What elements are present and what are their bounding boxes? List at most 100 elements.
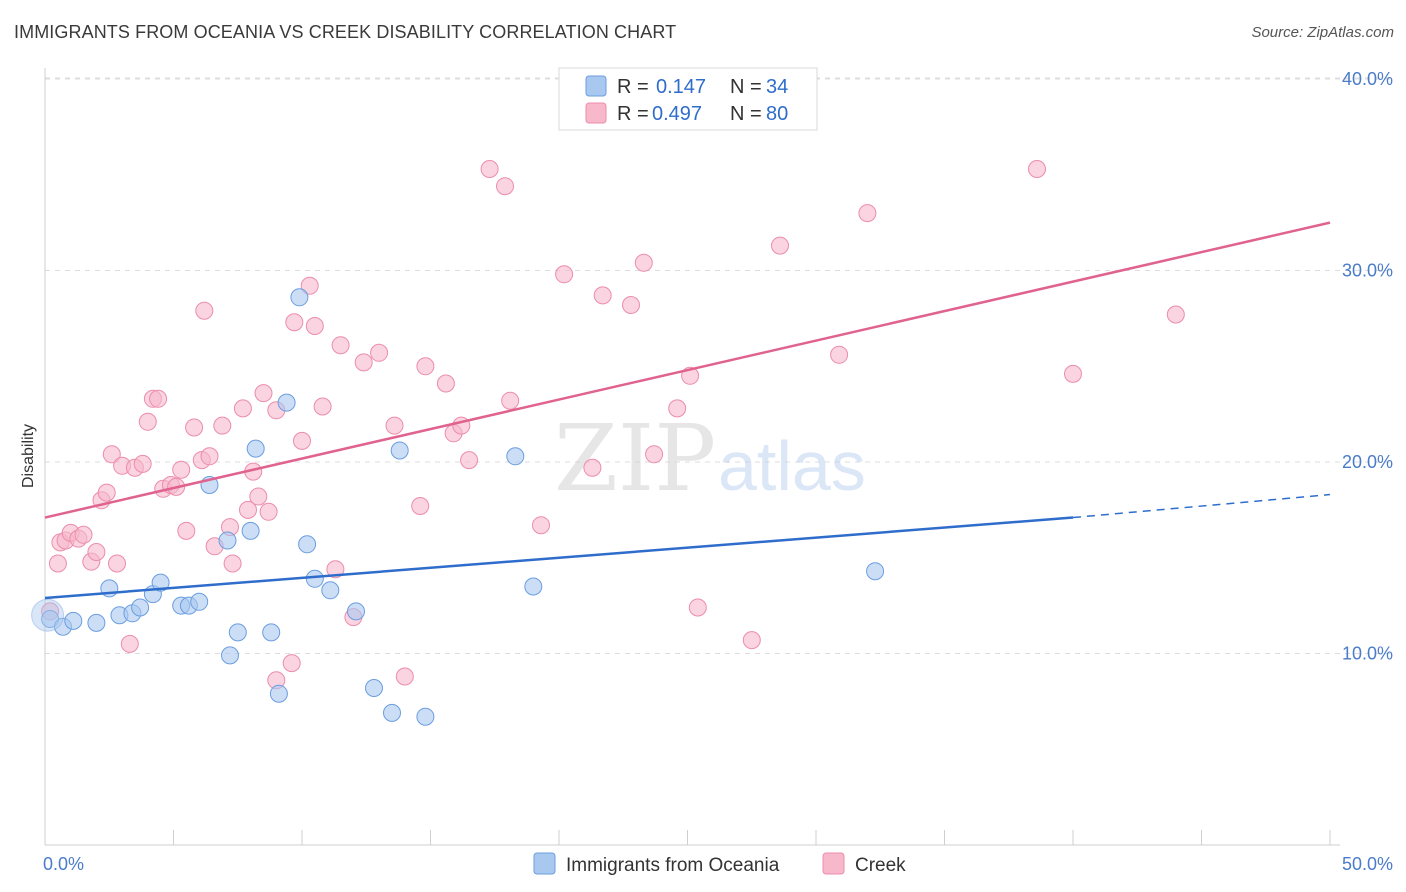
creek-point bbox=[102, 445, 121, 464]
creek-point bbox=[195, 301, 214, 320]
oceania-point bbox=[390, 441, 409, 460]
oceania-point bbox=[151, 573, 170, 592]
legend-n-label-blue: N = bbox=[730, 76, 767, 98]
creek-point bbox=[282, 654, 301, 673]
creek-point bbox=[436, 374, 455, 393]
creek-point bbox=[583, 458, 602, 477]
creek-point bbox=[120, 634, 139, 653]
creek-trend-line bbox=[44, 221, 1331, 519]
creek-point bbox=[259, 502, 278, 521]
creek-point bbox=[223, 554, 242, 573]
trend-lines bbox=[44, 221, 1331, 600]
creek-point bbox=[354, 353, 373, 372]
creek-point bbox=[395, 667, 414, 686]
creek-point bbox=[233, 399, 252, 418]
creek-point bbox=[200, 447, 219, 466]
creek-point bbox=[1028, 160, 1046, 178]
creek-point bbox=[331, 336, 350, 355]
creek-point bbox=[555, 265, 574, 284]
oceania-points bbox=[31, 288, 885, 726]
y-tick-label: 40.0% bbox=[1342, 69, 1393, 89]
oceania-point bbox=[277, 393, 296, 412]
creek-point bbox=[622, 296, 640, 314]
y-tick-label: 30.0% bbox=[1342, 261, 1393, 281]
oceania-point bbox=[506, 447, 525, 466]
legend-n-value-pink: 80 bbox=[766, 103, 788, 125]
oceania-point bbox=[190, 592, 209, 611]
y-tick-label: 10.0% bbox=[1342, 644, 1393, 664]
x-ticks bbox=[44, 830, 1331, 845]
series-legend-label-blue: Immigrants from Oceania bbox=[566, 855, 780, 876]
legend-swatch-blue bbox=[585, 75, 607, 97]
legend-r-value-pink: 0.497 bbox=[652, 103, 702, 125]
creek-point bbox=[97, 483, 116, 502]
oceania-trend-line bbox=[44, 516, 1074, 600]
gridlines bbox=[45, 77, 1392, 654]
x-tick-label-min: 0.0% bbox=[43, 854, 84, 874]
creek-point bbox=[416, 357, 435, 376]
x-tick-label-max: 50.0% bbox=[1342, 854, 1393, 874]
creek-point bbox=[293, 431, 311, 450]
axes bbox=[44, 68, 1340, 846]
oceania-point bbox=[298, 535, 317, 554]
watermark-atlas: atlas bbox=[718, 427, 866, 505]
creek-point bbox=[305, 317, 324, 335]
creek-point bbox=[771, 236, 789, 255]
y-tick-label: 20.0% bbox=[1342, 452, 1393, 472]
series-legend-swatch-blue bbox=[533, 852, 556, 875]
creek-point bbox=[48, 554, 67, 573]
creek-point bbox=[108, 554, 126, 573]
creek-point bbox=[858, 204, 877, 223]
oceania-point bbox=[347, 602, 365, 621]
oceania-point bbox=[321, 581, 340, 600]
legend-swatch-pink bbox=[585, 102, 607, 124]
creek-point bbox=[239, 500, 257, 519]
creek-point bbox=[74, 525, 93, 544]
chart-title: IMMIGRANTS FROM OCEANIA VS CREEK DISABIL… bbox=[14, 22, 677, 42]
oceania-point bbox=[290, 288, 309, 307]
creek-point bbox=[185, 418, 204, 437]
legend-r-label-pink: R = bbox=[617, 103, 654, 125]
watermark: ZIP atlas bbox=[554, 405, 866, 512]
creek-point bbox=[501, 391, 520, 410]
series-legend: Immigrants from Oceania Creek bbox=[533, 852, 906, 876]
creek-point bbox=[313, 397, 332, 416]
creek-point bbox=[385, 416, 404, 435]
oceania-point bbox=[305, 569, 324, 588]
watermark-zip: ZIP bbox=[554, 405, 716, 512]
oceania-point bbox=[246, 439, 265, 458]
oceania-point bbox=[221, 646, 239, 665]
legend-r-label-blue: R = bbox=[617, 76, 654, 98]
oceania-point bbox=[241, 521, 260, 540]
creek-point bbox=[370, 343, 389, 362]
creek-point bbox=[688, 598, 707, 617]
oceania-point bbox=[383, 703, 401, 722]
creek-point bbox=[249, 487, 268, 506]
creek-point bbox=[326, 560, 345, 579]
creek-point bbox=[149, 389, 168, 408]
creek-point bbox=[285, 313, 304, 332]
legend-n-value-blue: 34 bbox=[766, 76, 788, 98]
oceania-point bbox=[64, 611, 83, 630]
chart-source: Source: ZipAtlas.com bbox=[1251, 24, 1394, 41]
oceania-point bbox=[131, 598, 150, 617]
creek-point bbox=[1064, 364, 1082, 383]
creek-point bbox=[593, 286, 612, 305]
creek-point bbox=[830, 345, 849, 364]
creek-point bbox=[645, 445, 664, 464]
oceania-point bbox=[416, 707, 435, 726]
creek-point bbox=[411, 497, 430, 515]
oceania-point bbox=[262, 623, 281, 642]
oceania-point bbox=[218, 531, 237, 550]
oceania-point bbox=[524, 577, 543, 596]
creek-point bbox=[742, 631, 761, 650]
legend-r-value-blue: 0.147 bbox=[656, 76, 706, 98]
creek-point bbox=[668, 399, 687, 418]
series-legend-swatch-pink bbox=[822, 852, 845, 875]
creek-point bbox=[300, 276, 319, 295]
creek-point bbox=[213, 416, 232, 435]
y-tick-labels: 10.0% 20.0% 30.0% 40.0% bbox=[1342, 69, 1393, 664]
creek-point bbox=[1166, 305, 1185, 324]
oceania-point-cluster bbox=[31, 598, 65, 632]
